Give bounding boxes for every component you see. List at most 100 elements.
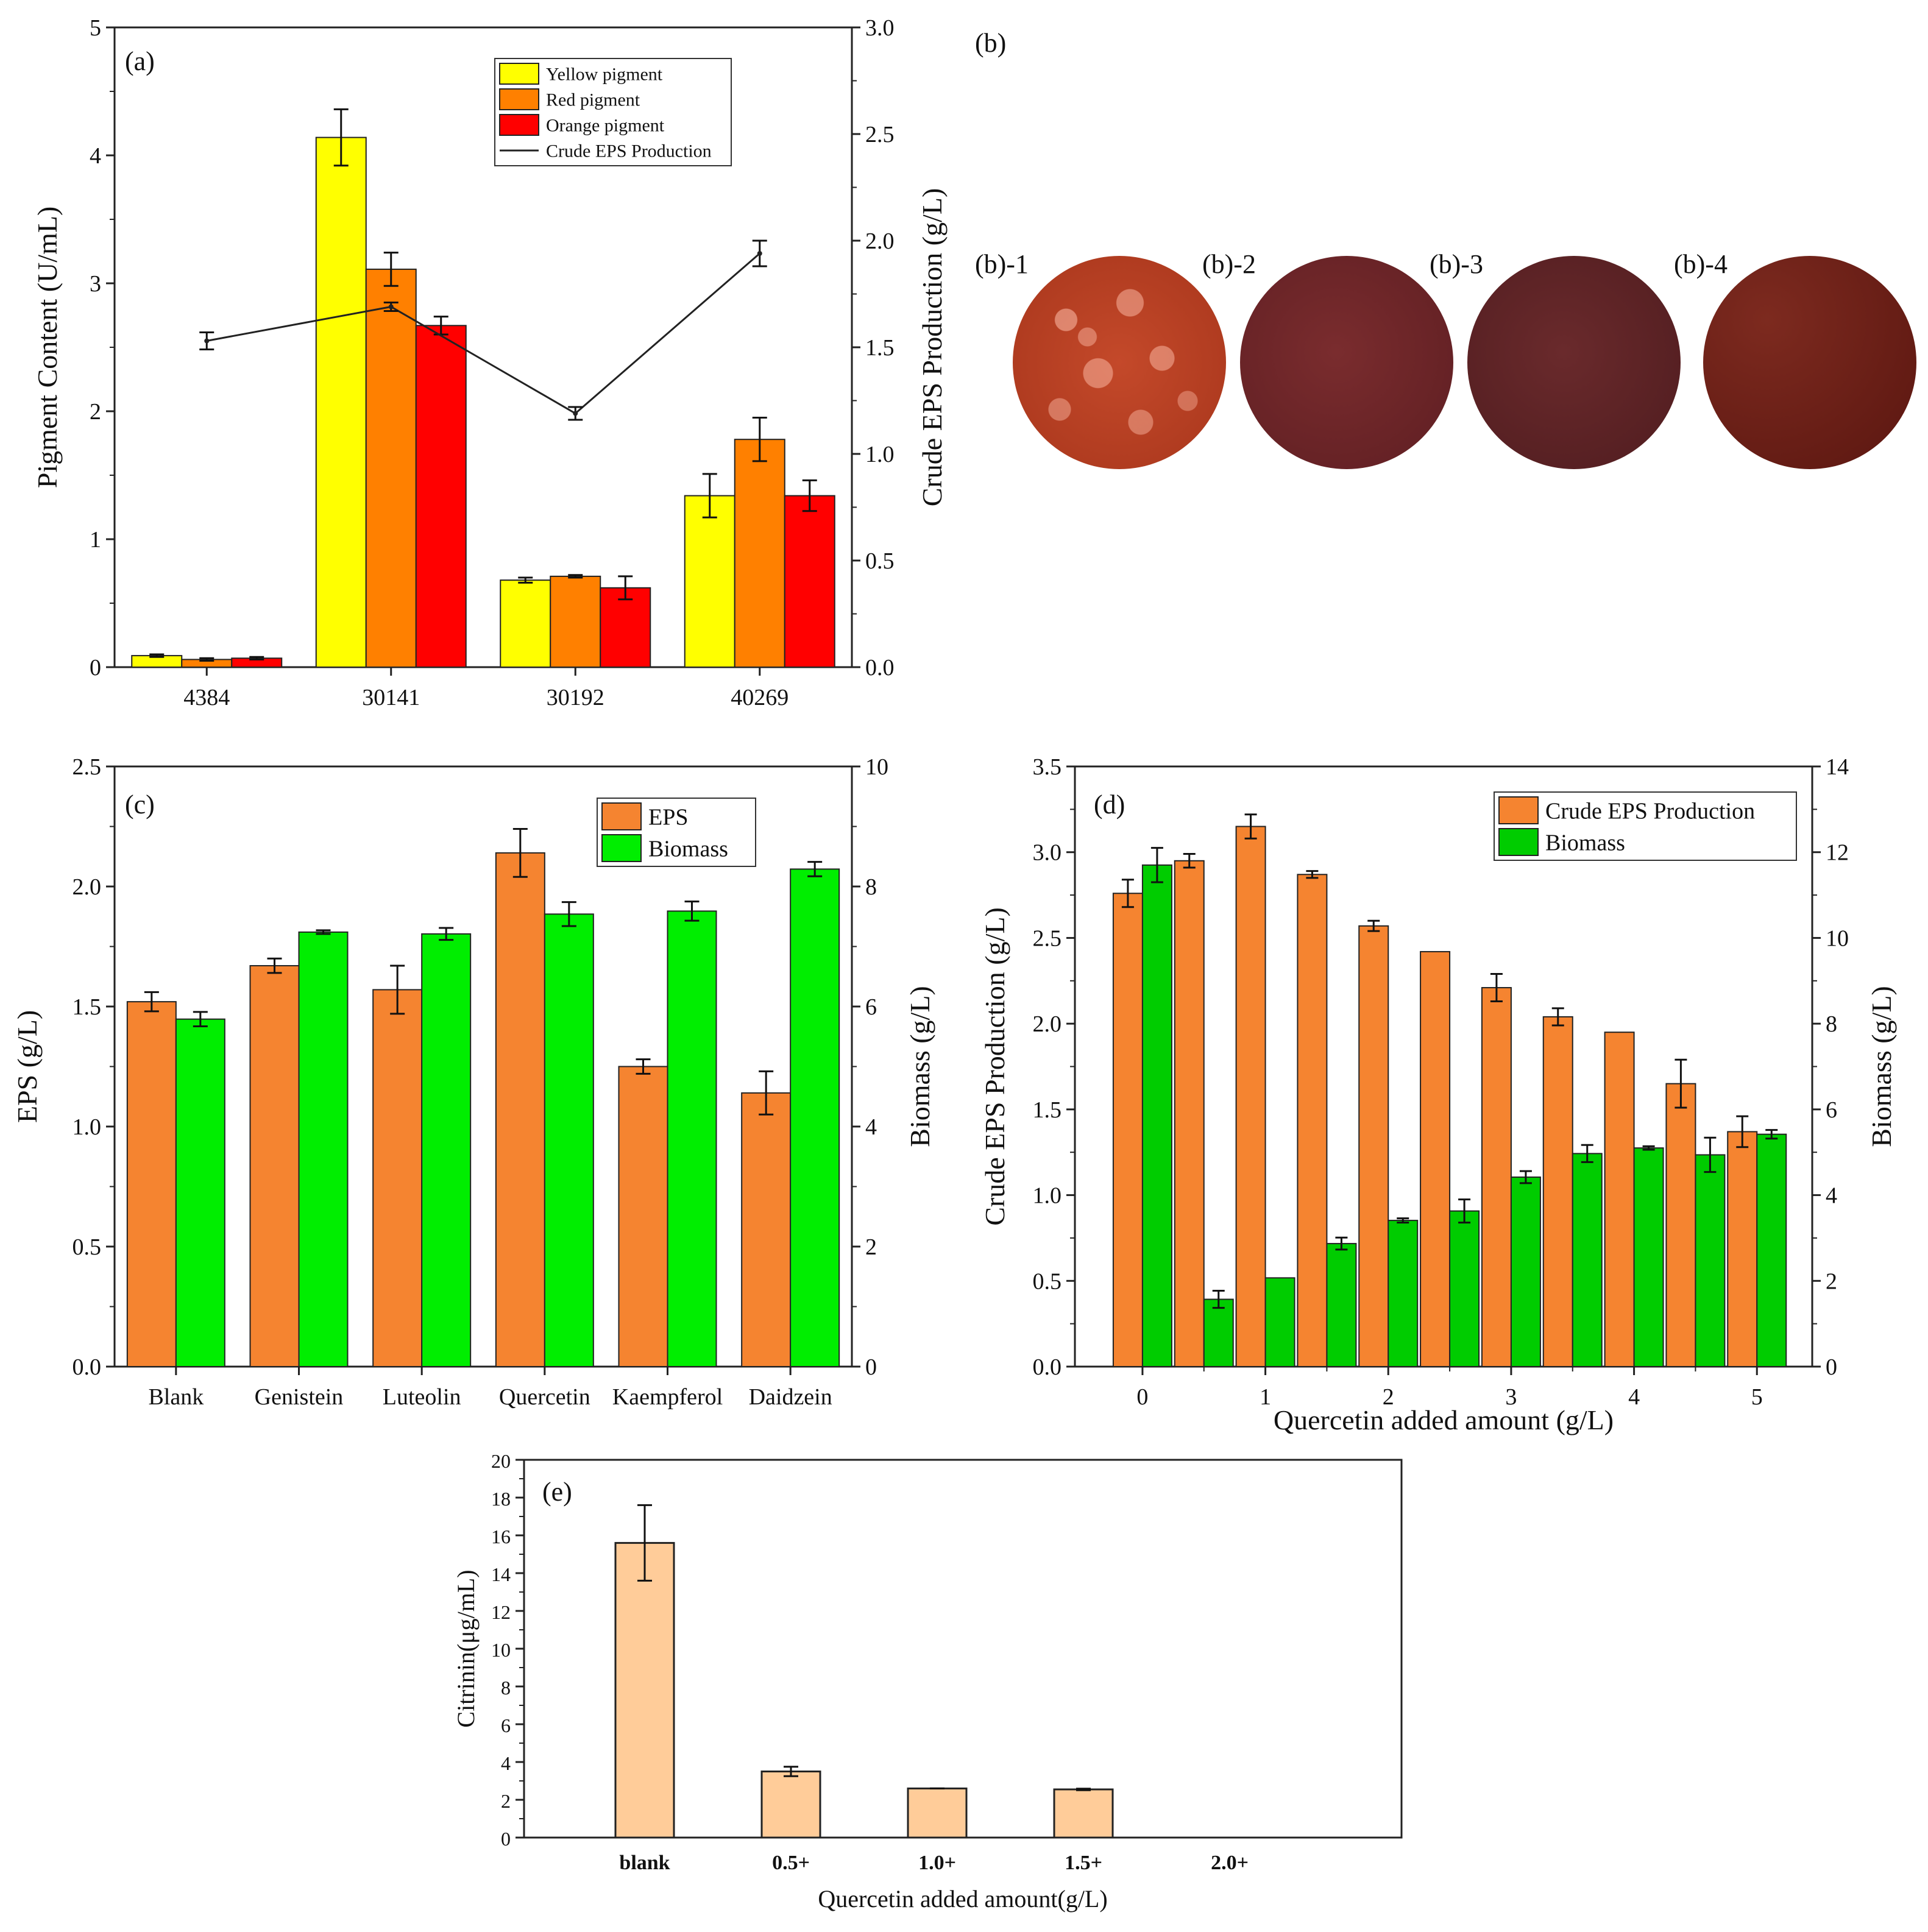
plate-label-1: (b)-1: [975, 249, 1029, 279]
a-ytick-label: 5: [90, 15, 101, 41]
d-legend-box: [1494, 791, 1797, 861]
c-legend-swatch: [601, 802, 642, 830]
e-ytick-label: 16: [491, 1526, 511, 1548]
d-bar-crude-eps-production: [1604, 1031, 1635, 1367]
a-bar-yellow-pigment: [500, 579, 551, 668]
c-xtick-label: Kaempferol: [612, 1384, 723, 1410]
a-ylabel: Pigment Content (U/mL): [32, 207, 63, 489]
c-bar-biomass: [544, 913, 594, 1368]
a-xtick-label: 30192: [547, 685, 604, 710]
c-y2tick-label: 10: [865, 754, 888, 780]
e-ytick-label: 8: [501, 1677, 511, 1699]
d-bar-crude-eps-production: [1235, 826, 1266, 1367]
d-ytick-label: 1.5: [1033, 1097, 1062, 1123]
a-y2tick-label: 0.0: [865, 655, 895, 681]
c-ytick-label: 1.5: [73, 994, 102, 1020]
a-panel-label: (a): [125, 46, 155, 76]
d-bar-crude-eps-production: [1174, 860, 1205, 1368]
d-bar-biomass: [1264, 1277, 1295, 1367]
plate-4: [1703, 256, 1916, 469]
d-bar-biomass: [1388, 1220, 1419, 1368]
d-bar-crude-eps-production: [1542, 1016, 1573, 1367]
d-y2tick-label: 0: [1826, 1354, 1837, 1380]
d-xtick-label: 0: [1136, 1384, 1148, 1410]
c-y2tick-label: 8: [865, 874, 877, 900]
a-bar-yellow-pigment: [684, 495, 735, 668]
c-xtick-label: Blank: [148, 1384, 204, 1410]
c-ylabel: EPS (g/L): [12, 1010, 43, 1123]
a-bar-red-pigment: [734, 439, 785, 668]
a-bar-orange-pigment: [600, 587, 651, 668]
d-ytick-label: 0.0: [1033, 1354, 1062, 1380]
d-legend-swatch: [1498, 828, 1539, 856]
c-ytick-label: 1.0: [73, 1114, 102, 1140]
d-bar-biomass: [1572, 1153, 1603, 1367]
a-bar-yellow-pigment: [315, 136, 367, 668]
c-ytick-label: 0.0: [73, 1354, 102, 1380]
d-xtick-label: 2: [1383, 1384, 1394, 1410]
a-y2tick-label: 2.0: [865, 228, 895, 254]
d-xtick-label: 1: [1260, 1384, 1271, 1410]
d-bar-crude-eps-production: [1297, 874, 1328, 1368]
a-ytick-label: 1: [90, 527, 101, 553]
plate-3: [1467, 256, 1681, 469]
a-bar-red-pigment: [365, 268, 417, 668]
e-ytick-label: 12: [491, 1601, 511, 1623]
c-bar-biomass: [421, 933, 472, 1367]
e-xtick-label: blank: [619, 1852, 670, 1874]
e-xlabel: Quercetin added amount(g/L): [818, 1885, 1107, 1913]
d-y2tick-label: 14: [1826, 754, 1849, 780]
c-legend-label: EPS: [648, 804, 688, 830]
a-xtick-label: 4384: [183, 685, 230, 710]
d-y2tick-label: 6: [1826, 1097, 1837, 1123]
d-ytick-label: 2.5: [1033, 925, 1062, 951]
e-xtick-label: 2.0+: [1211, 1852, 1249, 1874]
d-ytick-label: 1.0: [1033, 1183, 1062, 1209]
d-y2tick-label: 4: [1826, 1183, 1837, 1209]
c-bar-eps: [372, 989, 423, 1368]
e-ytick-label: 20: [491, 1450, 511, 1472]
a-legend-swatch: [499, 114, 539, 136]
d-bar-biomass: [1633, 1147, 1664, 1368]
a-y2label: Crude EPS Production (g/L): [916, 188, 948, 507]
a-xtick-label: 40269: [731, 685, 789, 710]
e-ytick-label: 2: [501, 1790, 511, 1812]
d-xtick-label: 5: [1751, 1384, 1763, 1410]
d-ytick-label: 3.0: [1033, 840, 1062, 866]
c-ytick-label: 2.0: [73, 874, 102, 900]
a-legend-label: Crude EPS Production: [546, 141, 712, 161]
a-eps-point: [204, 338, 210, 344]
d-ytick-label: 0.5: [1033, 1269, 1062, 1294]
d-legend-swatch: [1498, 796, 1539, 824]
d-bar-crude-eps-production: [1420, 950, 1451, 1367]
d-bar-crude-eps-production: [1112, 893, 1143, 1368]
a-legend-label: Yellow pigment: [546, 65, 663, 85]
c-bar-eps: [126, 1001, 177, 1367]
c-xtick-label: Genistein: [255, 1384, 344, 1410]
e-xtick-label: 0.5+: [772, 1852, 810, 1874]
d-y2label: Biomass (g/L): [1866, 986, 1897, 1147]
d-xtick-label: 4: [1628, 1384, 1640, 1410]
e-bar-citrinin: [614, 1541, 675, 1839]
c-y2tick-label: 2: [865, 1234, 877, 1260]
c-bar-eps: [249, 965, 300, 1367]
d-bar-crude-eps-production: [1665, 1083, 1696, 1367]
d-panel-label: (d): [1094, 790, 1125, 819]
a-y2tick-label: 1.5: [865, 335, 895, 361]
a-legend-label: Red pigment: [546, 90, 640, 110]
a-legend-swatch: [499, 88, 539, 110]
d-ylabel: Crude EPS Production (g/L): [979, 907, 1010, 1226]
a-ytick-label: 2: [90, 399, 101, 425]
e-xtick-label: 1.0+: [918, 1852, 956, 1874]
c-bar-eps: [741, 1092, 792, 1367]
c-panel-label: (c): [125, 790, 155, 819]
d-bar-crude-eps-production: [1727, 1131, 1758, 1367]
plate-2: [1240, 256, 1453, 469]
e-ylabel: Citrinin(μg/mL): [452, 1569, 480, 1727]
e-bar-citrinin: [1053, 1788, 1114, 1839]
c-y2label: Biomass (g/L): [904, 986, 935, 1147]
c-bar-biomass: [175, 1018, 225, 1368]
plate-label-2: (b)-2: [1202, 249, 1256, 279]
a-y2tick-label: 3.0: [865, 15, 895, 41]
d-bar-biomass: [1141, 864, 1172, 1367]
